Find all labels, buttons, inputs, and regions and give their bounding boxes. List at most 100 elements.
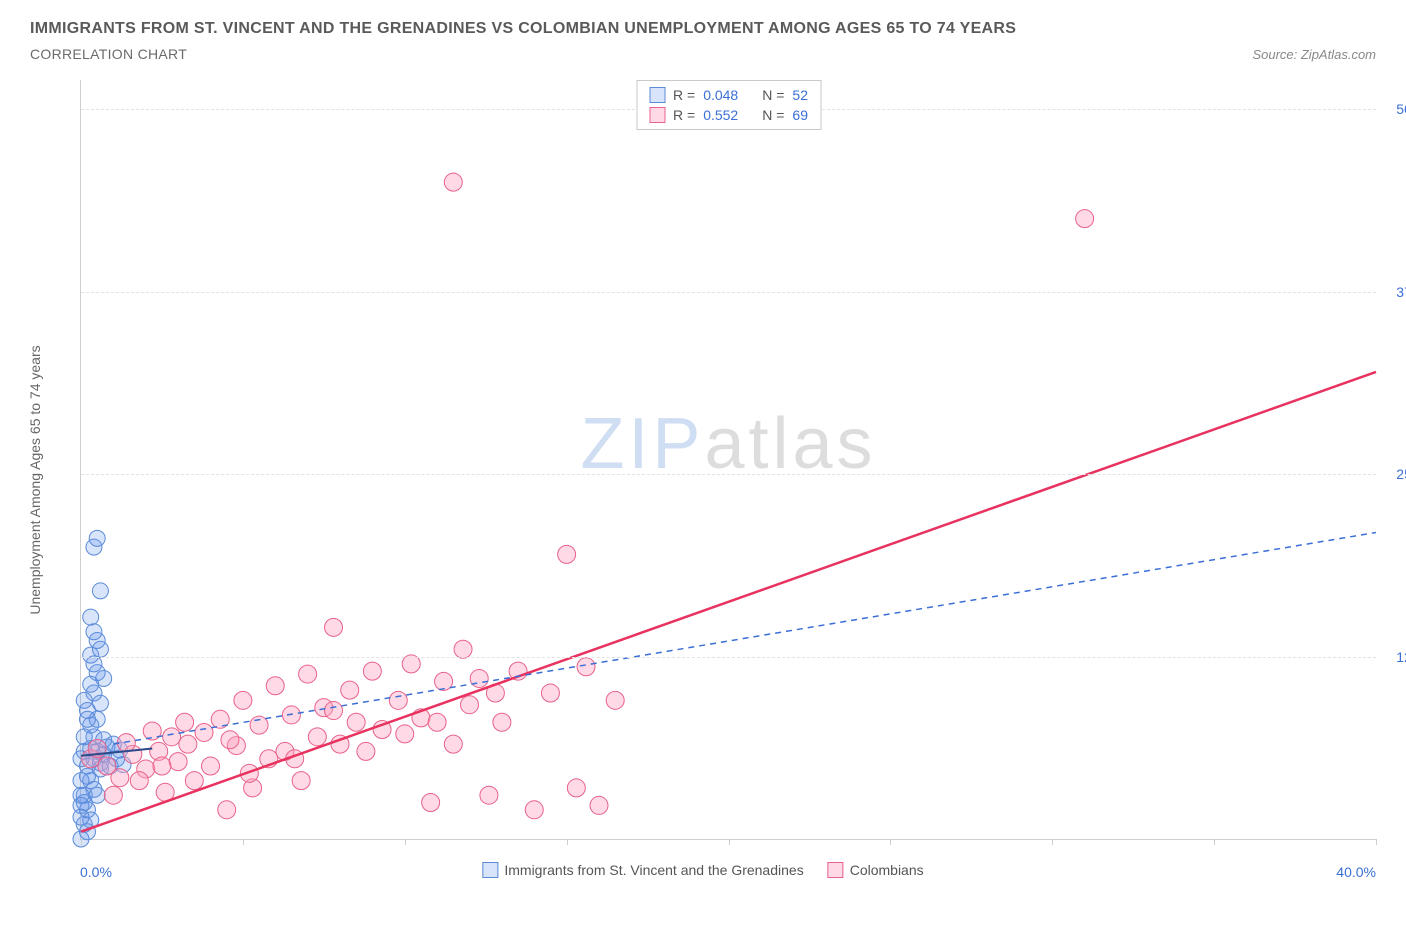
data-point bbox=[577, 658, 595, 676]
x-max-label: 40.0% bbox=[1336, 864, 1376, 880]
y-tick-label: 37.5% bbox=[1386, 284, 1406, 300]
series-legend: Immigrants from St. Vincent and the Gren… bbox=[482, 862, 923, 878]
data-point bbox=[202, 757, 220, 775]
legend-item: Colombians bbox=[828, 862, 924, 878]
swatch-icon bbox=[828, 862, 844, 878]
data-point bbox=[567, 779, 585, 797]
source-label: Source: ZipAtlas.com bbox=[1252, 47, 1376, 62]
gridline bbox=[81, 657, 1376, 658]
data-point bbox=[195, 723, 213, 741]
x-tick bbox=[81, 839, 82, 845]
data-point bbox=[185, 772, 203, 790]
x-tick bbox=[405, 839, 406, 845]
data-point bbox=[89, 530, 105, 546]
chart-subtitle: CORRELATION CHART bbox=[30, 46, 187, 62]
data-point bbox=[341, 681, 359, 699]
trend-line bbox=[81, 372, 1376, 832]
chart-title: IMMIGRANTS FROM ST. VINCENT AND THE GREN… bbox=[30, 20, 1376, 38]
data-point bbox=[130, 772, 148, 790]
data-point bbox=[266, 677, 284, 695]
data-point bbox=[89, 787, 105, 803]
swatch-icon bbox=[649, 107, 665, 123]
data-point bbox=[422, 794, 440, 812]
data-point bbox=[363, 662, 381, 680]
trend-line bbox=[113, 532, 1376, 744]
r-value: 0.048 bbox=[703, 87, 738, 103]
data-point bbox=[396, 725, 414, 743]
data-point bbox=[104, 786, 122, 804]
data-point bbox=[558, 545, 576, 563]
y-tick-label: 25.0% bbox=[1386, 466, 1406, 482]
y-axis-title: Unemployment Among Ages 65 to 74 years bbox=[27, 345, 43, 614]
data-point bbox=[92, 583, 108, 599]
x-tick bbox=[567, 839, 568, 845]
x-tick bbox=[1376, 839, 1377, 845]
data-point bbox=[454, 640, 472, 658]
title-block: IMMIGRANTS FROM ST. VINCENT AND THE GREN… bbox=[30, 20, 1376, 62]
data-point bbox=[299, 665, 317, 683]
data-point bbox=[218, 801, 236, 819]
data-point bbox=[1076, 210, 1094, 228]
data-point bbox=[73, 773, 89, 789]
data-point bbox=[73, 787, 89, 803]
n-value: 69 bbox=[792, 107, 808, 123]
y-tick-label: 12.5% bbox=[1386, 649, 1406, 665]
data-point bbox=[292, 772, 310, 790]
data-point bbox=[176, 713, 194, 731]
swatch-icon bbox=[482, 862, 498, 878]
data-point bbox=[308, 728, 326, 746]
n-value: 52 bbox=[792, 87, 808, 103]
stats-legend: R = 0.048 N = 52 R = 0.552 N = 69 bbox=[636, 80, 821, 130]
x-min-label: 0.0% bbox=[80, 864, 112, 880]
x-tick bbox=[1052, 839, 1053, 845]
data-point bbox=[525, 801, 543, 819]
data-point bbox=[111, 769, 129, 787]
r-value: 0.552 bbox=[703, 107, 738, 123]
data-point bbox=[86, 624, 102, 640]
data-point bbox=[389, 691, 407, 709]
legend-row: R = 0.552 N = 69 bbox=[649, 105, 808, 125]
x-tick bbox=[729, 839, 730, 845]
scatter-plot bbox=[81, 80, 1376, 839]
data-point bbox=[79, 711, 95, 727]
legend-label: Colombians bbox=[850, 862, 924, 878]
data-point bbox=[163, 728, 181, 746]
data-point bbox=[444, 173, 462, 191]
data-point bbox=[470, 669, 488, 687]
data-point bbox=[541, 684, 559, 702]
chart-container: Unemployment Among Ages 65 to 74 years R… bbox=[30, 70, 1376, 890]
data-point bbox=[428, 713, 446, 731]
data-point bbox=[606, 691, 624, 709]
n-label: N = bbox=[762, 87, 784, 103]
data-point bbox=[590, 796, 608, 814]
y-tick-label: 50.0% bbox=[1386, 101, 1406, 117]
gridline bbox=[81, 474, 1376, 475]
plot-area: R = 0.048 N = 52 R = 0.552 N = 69 ZIPatl… bbox=[80, 80, 1376, 840]
x-tick bbox=[1214, 839, 1215, 845]
data-point bbox=[234, 691, 252, 709]
data-point bbox=[357, 742, 375, 760]
data-point bbox=[179, 735, 197, 753]
data-point bbox=[493, 713, 511, 731]
data-point bbox=[153, 757, 171, 775]
data-point bbox=[221, 731, 239, 749]
data-point bbox=[461, 696, 479, 714]
legend-row: R = 0.048 N = 52 bbox=[649, 85, 808, 105]
data-point bbox=[480, 786, 498, 804]
swatch-icon bbox=[649, 87, 665, 103]
r-label: R = bbox=[673, 87, 695, 103]
legend-item: Immigrants from St. Vincent and the Gren… bbox=[482, 862, 803, 878]
data-point bbox=[444, 735, 462, 753]
data-point bbox=[76, 729, 92, 745]
r-label: R = bbox=[673, 107, 695, 123]
data-point bbox=[347, 713, 365, 731]
x-tick bbox=[243, 839, 244, 845]
legend-label: Immigrants from St. Vincent and the Gren… bbox=[504, 862, 803, 878]
data-point bbox=[169, 753, 187, 771]
data-point bbox=[83, 609, 99, 625]
data-point bbox=[325, 618, 343, 636]
gridline bbox=[81, 292, 1376, 293]
x-tick bbox=[890, 839, 891, 845]
data-point bbox=[325, 702, 343, 720]
data-point bbox=[73, 809, 89, 825]
